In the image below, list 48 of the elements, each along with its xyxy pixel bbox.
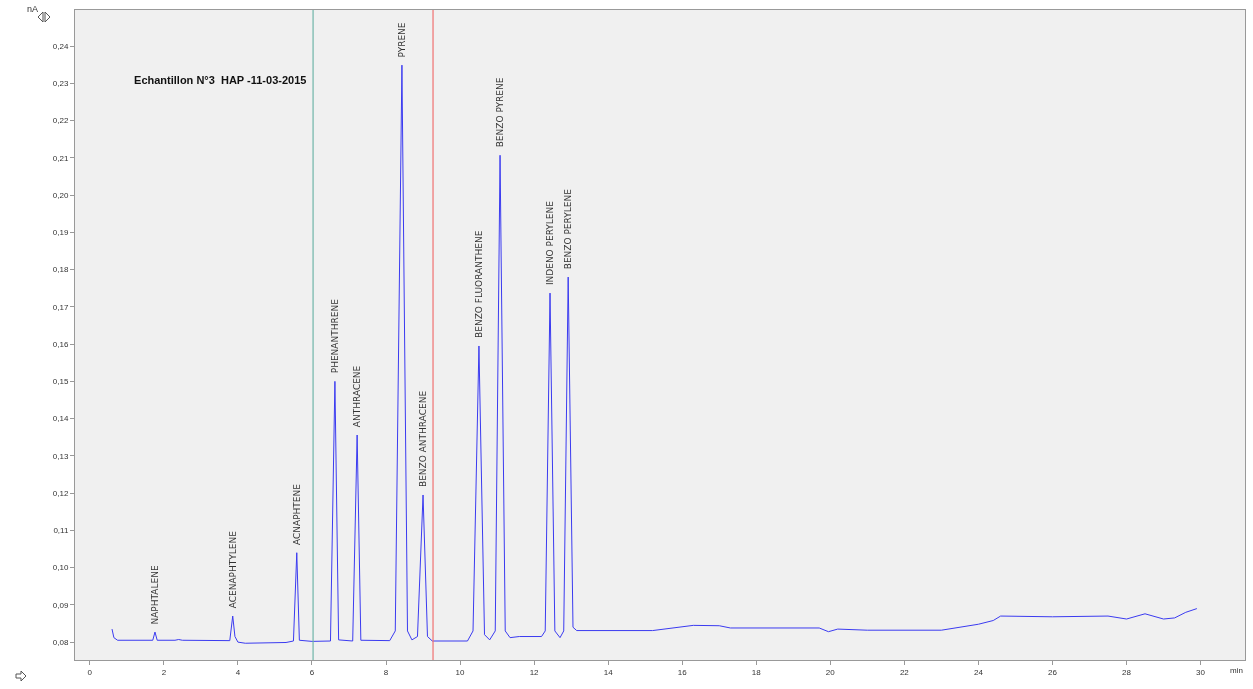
annotation: ACNAPHTENE xyxy=(291,483,302,545)
x-tick-label: 6 xyxy=(309,667,315,677)
text: Echantillon N°3 HAP -11-03-2015 xyxy=(134,73,307,86)
y-tick-label: 0,22 xyxy=(52,116,69,126)
annotation: PHENANTHRENE xyxy=(329,298,340,374)
x-tick-label: 2 xyxy=(161,667,167,677)
annotation: BENZO PYRENE xyxy=(494,77,505,148)
x-tick-label: 30 xyxy=(1196,667,1206,677)
y-tick-label: 0,21 xyxy=(52,153,69,163)
x-tick-label: 4 xyxy=(235,667,241,677)
y-tick-label: 0,16 xyxy=(52,339,69,349)
y-axis-title: nA xyxy=(27,4,39,14)
x-tick-label: 16 xyxy=(677,667,688,677)
annotation: ANTHRACENE xyxy=(352,365,363,428)
y-tick-label: 0,08 xyxy=(52,637,69,647)
y-tick-label: 0,20 xyxy=(52,190,69,200)
x-tick-label: 10 xyxy=(455,667,466,677)
x-tick-label: 0 xyxy=(87,667,93,677)
x-tick-label: 14 xyxy=(603,667,614,677)
annotation: INDENO PERYLENE xyxy=(544,200,555,286)
annotation: BENZO FLUORANTHENE xyxy=(473,230,484,338)
line-series xyxy=(111,64,1198,644)
x-tick-label: 28 xyxy=(1122,667,1132,677)
x-tick-label: 22 xyxy=(899,667,910,677)
y-tick-label: 0,12 xyxy=(52,488,69,498)
y-tick-label: 0,10 xyxy=(52,563,69,573)
x-tick-label: 8 xyxy=(383,667,389,677)
y-tick-label: 0,24 xyxy=(52,41,69,51)
y-tick-label: 0,17 xyxy=(52,302,69,312)
y-tick-label: 0,09 xyxy=(52,600,69,610)
x-tick-label: 12 xyxy=(529,667,540,677)
annotation: PYRENE xyxy=(397,22,408,58)
y-tick-label: 0,13 xyxy=(52,451,69,461)
x-axis-title: min xyxy=(1230,666,1243,675)
annotation: NAPHTALENE xyxy=(150,565,161,625)
y-tick-label: 0,11 xyxy=(53,526,69,536)
x-tick-label: 18 xyxy=(751,667,762,677)
annotation: BENZO PERYLENE xyxy=(563,188,574,270)
x-tick-label: 26 xyxy=(1048,667,1058,677)
y-tick-label: 0,15 xyxy=(52,377,69,387)
y-tick-label: 0,14 xyxy=(52,414,69,424)
x-tick-label: 24 xyxy=(973,667,984,677)
annotation: BENZO ANTHRACENE xyxy=(418,390,429,488)
annotation: ACENAPHTYLENE xyxy=(228,530,239,609)
y-tick-label: 0,19 xyxy=(52,228,69,238)
y-tick-label: 0,23 xyxy=(52,79,69,89)
y-tick-label: 0,18 xyxy=(52,265,69,275)
x-tick-label: 20 xyxy=(825,667,836,677)
